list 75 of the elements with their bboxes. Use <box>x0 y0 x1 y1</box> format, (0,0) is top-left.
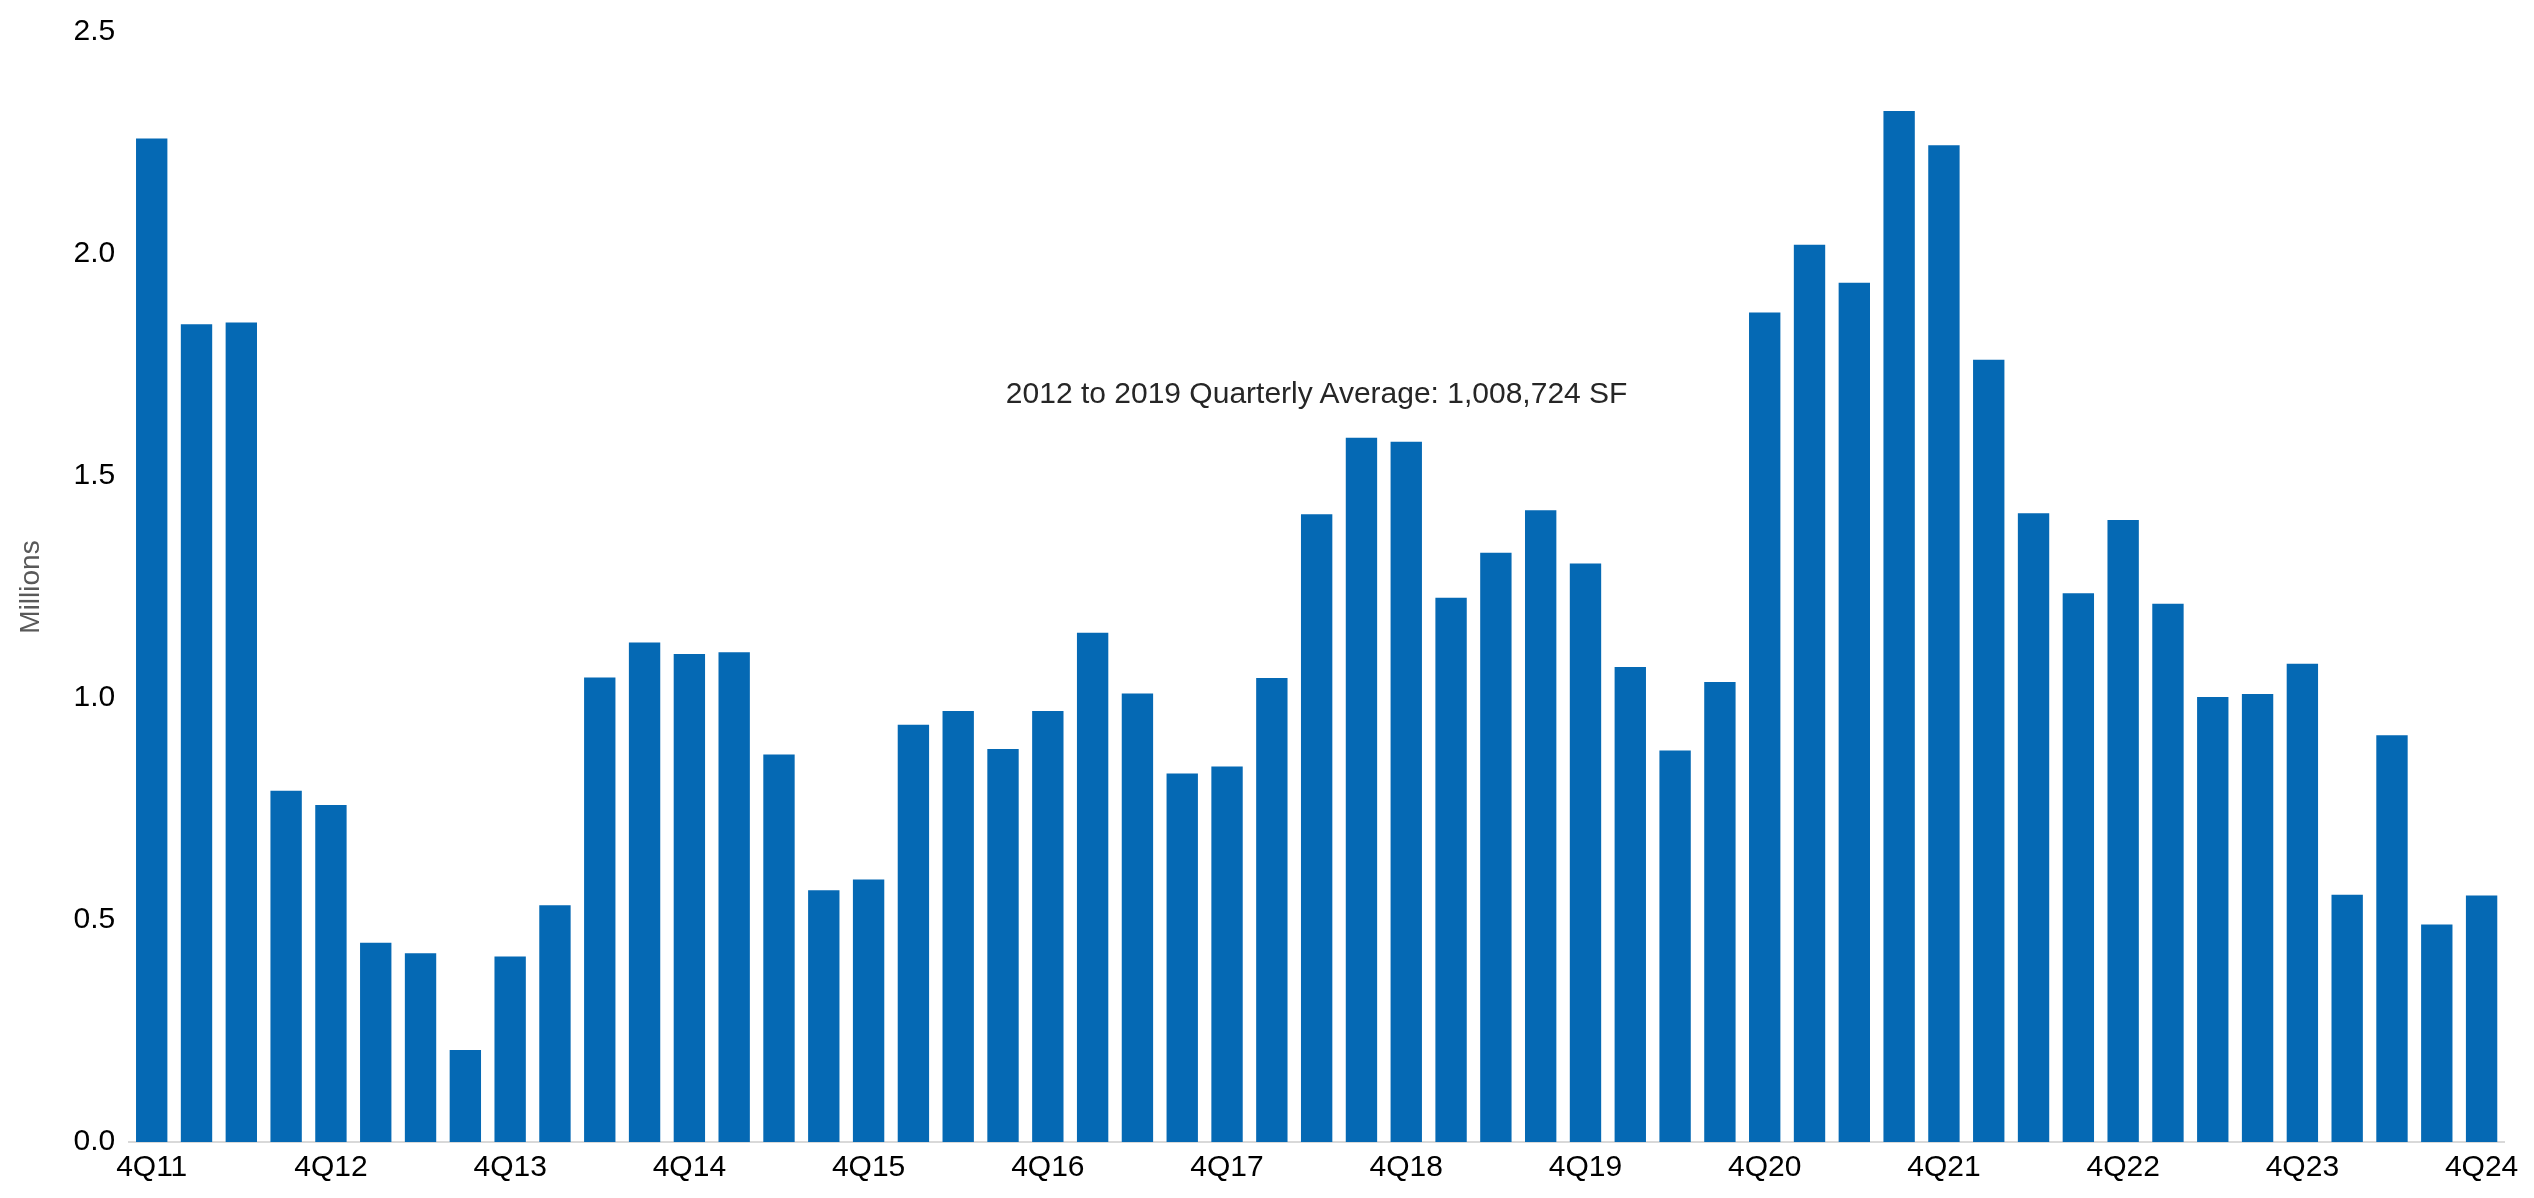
bar <box>718 652 750 1142</box>
bar <box>2241 694 2274 1142</box>
y-axis-title: Millions <box>13 540 45 634</box>
x-tick-label: 4Q16 <box>1011 1149 1085 1183</box>
bar <box>494 956 526 1142</box>
bar <box>1928 145 1960 1142</box>
bar <box>2062 593 2095 1142</box>
y-tick-label: 1.5 <box>73 457 116 491</box>
x-tick-label: 4Q15 <box>831 1149 906 1183</box>
x-tick-label: 4Q21 <box>1907 1149 1981 1183</box>
x-tick-label: 4Q23 <box>2265 1149 2340 1183</box>
bar <box>539 905 571 1142</box>
x-tick-label: 4Q22 <box>2086 1149 2160 1183</box>
bar <box>1076 632 1109 1142</box>
bar <box>1749 312 1781 1142</box>
bar <box>673 654 706 1142</box>
y-tick-label: 2.5 <box>73 13 116 47</box>
bar <box>1838 282 1870 1142</box>
bar <box>1166 773 1198 1142</box>
x-tick-label: 4Q18 <box>1369 1149 1443 1183</box>
bar <box>1614 666 1646 1142</box>
x-tick-label: 4Q12 <box>294 1149 368 1183</box>
bar <box>1211 766 1243 1142</box>
y-tick-label: 0.5 <box>73 901 116 935</box>
x-tick-label: 4Q24 <box>2444 1149 2519 1183</box>
bar <box>1569 563 1602 1142</box>
bar <box>1390 441 1422 1142</box>
bar <box>1480 552 1512 1142</box>
x-tick-label: 4Q17 <box>1190 1149 1264 1183</box>
bar <box>404 953 437 1142</box>
bar <box>2421 924 2453 1142</box>
x-tick-label: 4Q14 <box>652 1149 727 1183</box>
annotation: 2012 to 2019 Quarterly Average: 1,008,724 SF <box>1005 376 1628 410</box>
y-tick-label: 0.0 <box>73 1123 116 1157</box>
bar <box>2376 735 2408 1142</box>
bar <box>584 677 616 1142</box>
bar <box>2331 894 2363 1142</box>
bar <box>987 749 1019 1142</box>
bar <box>1973 359 2005 1142</box>
bar <box>1793 244 1826 1142</box>
bar <box>1704 682 1736 1142</box>
bar <box>2107 519 2139 1142</box>
y-tick-label: 1.0 <box>73 679 116 713</box>
bar <box>270 790 302 1142</box>
bar <box>897 724 930 1142</box>
bar <box>225 322 257 1142</box>
bar <box>1435 597 1467 1142</box>
bar <box>852 879 885 1142</box>
x-tick-label: 4Q20 <box>1728 1149 1802 1183</box>
bar <box>1300 514 1333 1142</box>
bar <box>1659 750 1691 1142</box>
bar <box>136 138 168 1142</box>
bar <box>2197 697 2229 1142</box>
bar <box>1525 510 1557 1142</box>
bar <box>763 754 795 1142</box>
y-tick-label: 2.0 <box>73 235 116 269</box>
x-tick-label: 4Q19 <box>1548 1149 1623 1183</box>
bar <box>180 324 213 1142</box>
bar <box>2017 513 2050 1142</box>
bar <box>1345 437 1378 1142</box>
bar <box>808 890 840 1142</box>
bar <box>2152 603 2184 1142</box>
bar <box>628 642 661 1142</box>
bar <box>1883 111 1915 1142</box>
bar <box>942 710 974 1142</box>
bar <box>449 1050 482 1142</box>
x-tick-label: 4Q13 <box>473 1149 547 1183</box>
bar <box>360 942 392 1142</box>
x-tick-label: 4Q11 <box>116 1149 188 1183</box>
bar <box>1032 710 1064 1142</box>
bar <box>1256 678 1288 1142</box>
bar <box>2286 663 2319 1142</box>
bar <box>1121 693 1154 1142</box>
bar <box>2465 895 2498 1142</box>
bar <box>315 805 347 1142</box>
